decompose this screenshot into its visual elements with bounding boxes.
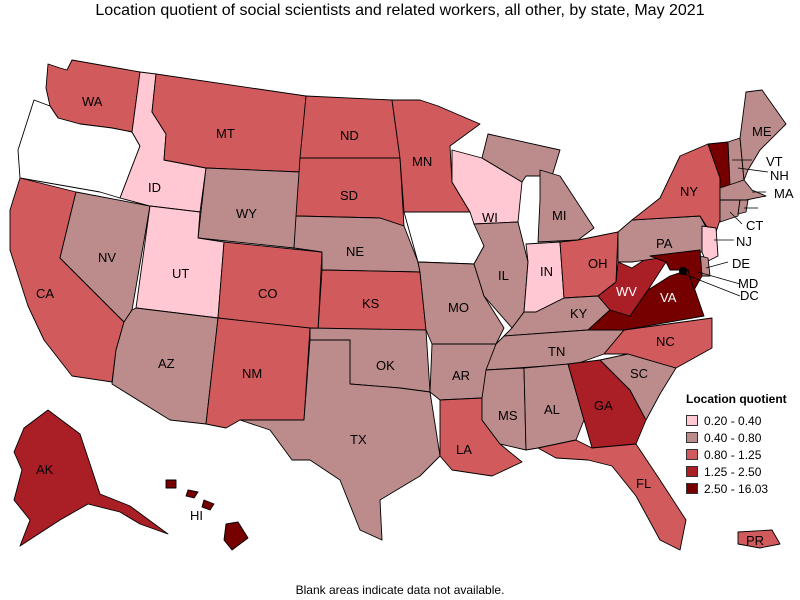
label-DC: DC (740, 288, 759, 303)
label-MI: MI (552, 208, 566, 223)
legend-item: 2.50 - 16.03 (686, 480, 798, 497)
state-AK[interactable] (13, 409, 169, 547)
label-IN: IN (540, 264, 553, 279)
dc-marker (679, 267, 687, 275)
label-NH: NH (770, 168, 789, 183)
label-WV: WV (616, 284, 637, 299)
state-HI-maui[interactable] (201, 499, 215, 511)
label-TX: TX (350, 432, 367, 447)
legend-swatch (686, 449, 698, 460)
label-GA: GA (594, 398, 613, 413)
label-KY: KY (570, 306, 588, 321)
state-HI[interactable] (223, 521, 249, 551)
label-NM: NM (242, 366, 262, 381)
label-MS: MS (498, 408, 518, 423)
label-AK: AK (36, 462, 54, 477)
label-CA: CA (36, 286, 54, 301)
label-WA: WA (82, 94, 103, 109)
label-NC: NC (656, 334, 675, 349)
legend-label: 1.25 - 2.50 (704, 464, 762, 479)
label-ID: ID (148, 180, 161, 195)
label-MN: MN (412, 154, 432, 169)
label-ME: ME (752, 124, 772, 139)
label-OK: OK (376, 358, 395, 373)
legend-item: 0.80 - 1.25 (686, 446, 798, 463)
legend-label: 2.50 - 16.03 (704, 481, 769, 496)
footnote: Blank areas indicate data not available. (295, 583, 505, 597)
state-labels: WA CA NV ID MT WY UT AZ CO NM ND SD NE K… (36, 94, 794, 548)
label-VA: VA (660, 290, 677, 305)
state-TX[interactable] (239, 339, 441, 541)
state-ME[interactable] (739, 89, 787, 181)
label-LA: LA (456, 442, 472, 457)
legend-swatch (686, 483, 698, 494)
legend-item: 0.20 - 0.40 (686, 412, 798, 429)
state-PR[interactable] (737, 529, 781, 549)
state-MN[interactable] (391, 99, 481, 213)
label-SC: SC (630, 366, 648, 381)
label-MA: MA (774, 186, 794, 201)
label-CT: CT (746, 218, 763, 233)
state-MT[interactable] (151, 73, 307, 173)
legend-swatch (686, 466, 698, 477)
state-MI-lower[interactable] (537, 169, 595, 243)
legend-item: 0.40 - 0.80 (686, 429, 798, 446)
map-title: Location quotient of social scientists a… (95, 2, 705, 19)
state-MD[interactable] (649, 249, 703, 291)
label-HI: HI (190, 508, 203, 523)
label-WI: WI (482, 210, 498, 225)
legend-label: 0.80 - 1.25 (704, 447, 762, 462)
legend-title: Location quotient (686, 392, 787, 406)
state-HI-oahu[interactable] (185, 489, 199, 499)
legend-label: 0.40 - 0.80 (704, 430, 762, 445)
legend-swatch (686, 415, 698, 426)
label-MT: MT (216, 126, 235, 141)
label-KS: KS (362, 296, 380, 311)
state-IA[interactable] (403, 211, 485, 265)
label-NE: NE (346, 244, 364, 259)
legend-item: 1.25 - 2.50 (686, 463, 798, 480)
label-OH: OH (588, 256, 608, 271)
label-TN: TN (548, 344, 565, 359)
legend: Location quotient 0.20 - 0.40 0.40 - 0.80… (686, 392, 798, 497)
label-NY: NY (680, 184, 698, 199)
state-NJ[interactable] (701, 225, 719, 263)
label-FL: FL (636, 476, 651, 491)
legend-label: 0.20 - 0.40 (704, 413, 762, 428)
label-AR: AR (452, 368, 470, 383)
label-MD: MD (738, 276, 758, 291)
label-NV: NV (98, 250, 116, 265)
label-SD: SD (340, 188, 358, 203)
label-IL: IL (498, 268, 509, 283)
label-MO: MO (448, 300, 469, 315)
leader-lines (683, 159, 769, 297)
label-VT: VT (766, 154, 783, 169)
label-PR: PR (746, 533, 764, 548)
label-NJ: NJ (736, 234, 752, 249)
state-RI[interactable] (737, 199, 749, 215)
label-DE: DE (732, 256, 750, 271)
label-ND: ND (340, 128, 359, 143)
state-FL[interactable] (537, 439, 687, 551)
legend-swatch (686, 432, 698, 443)
label-AL: AL (544, 402, 560, 417)
label-AZ: AZ (158, 356, 175, 371)
state-ND[interactable] (299, 95, 401, 159)
label-UT: UT (172, 266, 189, 281)
label-PA: PA (656, 236, 673, 251)
label-CO: CO (258, 286, 278, 301)
label-WY: WY (236, 206, 257, 221)
state-HI-kauai[interactable] (165, 479, 177, 489)
